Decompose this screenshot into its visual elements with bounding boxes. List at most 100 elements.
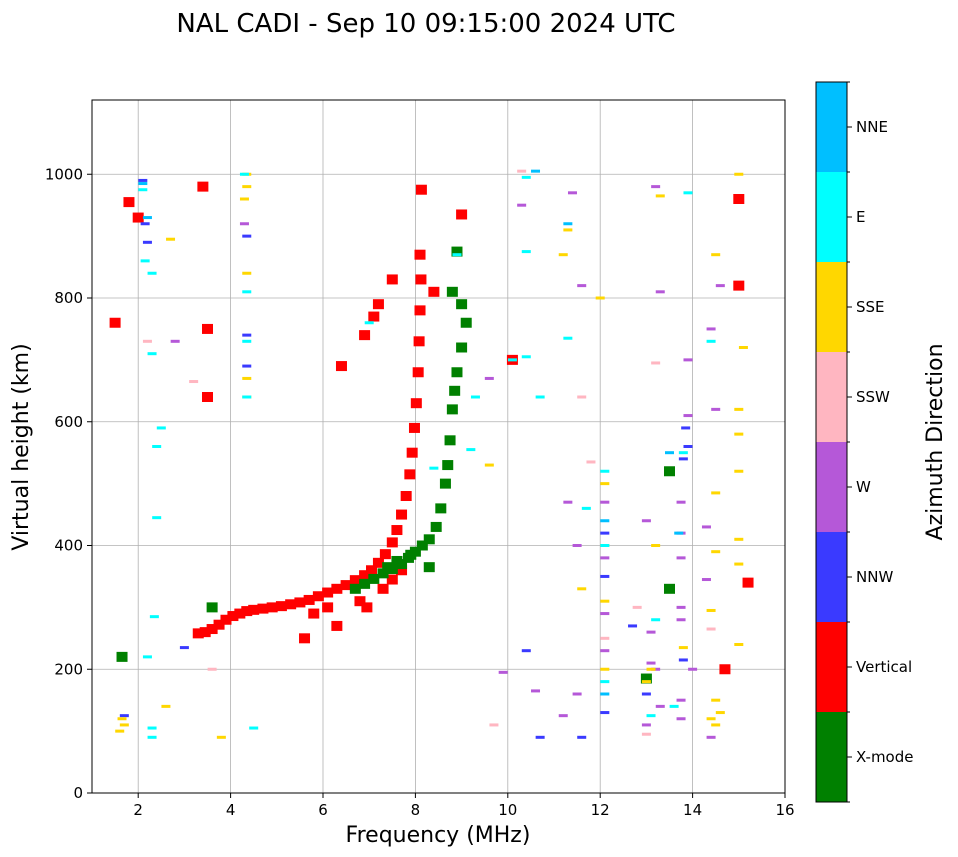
data-point	[577, 735, 587, 739]
data-point	[600, 636, 610, 640]
data-point	[199, 627, 211, 638]
data-point	[386, 537, 398, 548]
data-point	[734, 643, 744, 646]
data-point	[664, 583, 675, 594]
data-point	[706, 627, 716, 631]
data-point	[641, 692, 651, 696]
data-point	[517, 169, 527, 173]
data-point	[701, 525, 711, 529]
colorbar-label: E	[856, 208, 865, 226]
data-point	[366, 565, 378, 576]
data-point	[147, 271, 157, 275]
data-point	[396, 565, 408, 576]
data-point	[742, 577, 754, 588]
data-point	[170, 339, 180, 343]
data-point	[109, 317, 121, 328]
data-point	[414, 249, 426, 260]
data-point	[600, 680, 610, 684]
data-point	[189, 380, 199, 384]
data-point	[676, 556, 686, 560]
data-point	[152, 445, 162, 448]
data-point	[706, 339, 716, 343]
colorbar-title: Azimuth Direction	[923, 343, 948, 540]
y-axis-ticks: 0 200 400 600 800 1000	[45, 165, 92, 802]
data-point	[646, 661, 656, 665]
data-point	[377, 583, 389, 594]
data-point	[535, 395, 545, 399]
data-point	[242, 333, 252, 337]
data-point	[531, 169, 541, 173]
data-point	[678, 646, 688, 650]
data-point	[413, 336, 425, 347]
data-point	[140, 222, 150, 226]
data-point	[202, 323, 213, 334]
data-point	[396, 509, 408, 520]
data-point	[655, 290, 665, 294]
colorbar-segment	[816, 532, 847, 622]
data-point	[415, 184, 427, 195]
data-point	[664, 466, 675, 477]
series-w	[170, 185, 725, 739]
data-point	[567, 191, 577, 195]
data-point	[142, 655, 152, 659]
series-e	[138, 172, 716, 739]
data-point	[734, 432, 744, 436]
data-point	[600, 556, 610, 560]
data-point	[600, 612, 610, 616]
series-sse	[115, 172, 748, 739]
data-point	[558, 714, 568, 718]
data-point	[711, 550, 721, 554]
x-tick-label: 2	[133, 801, 143, 819]
data-point	[242, 185, 252, 189]
data-point	[715, 284, 725, 288]
data-point	[676, 605, 686, 609]
data-point	[640, 673, 652, 684]
data-point	[359, 578, 371, 589]
data-point	[577, 395, 587, 399]
data-point	[248, 604, 260, 615]
data-point	[257, 603, 269, 614]
data-point	[734, 537, 744, 541]
data-point	[416, 540, 428, 551]
data-point	[651, 544, 661, 547]
data-point	[646, 714, 656, 718]
colorbar-label: NNE	[856, 118, 888, 136]
y-tick-label: 400	[54, 537, 83, 555]
colorbar-segment	[816, 622, 847, 712]
data-point	[563, 500, 573, 504]
data-point	[312, 591, 324, 602]
data-point	[676, 698, 686, 702]
y-tick-label: 800	[54, 289, 83, 307]
data-point	[391, 555, 403, 566]
data-point	[115, 729, 125, 733]
grid-lines	[92, 100, 786, 794]
data-point	[674, 531, 684, 535]
data-point	[275, 601, 287, 612]
data-point	[152, 516, 162, 520]
data-point	[665, 451, 674, 455]
data-point	[595, 296, 605, 300]
y-tick-label: 200	[54, 660, 83, 678]
y-tick-label: 1000	[45, 165, 83, 183]
data-point	[179, 646, 189, 650]
data-point	[138, 178, 148, 182]
data-point	[359, 330, 371, 341]
data-point	[406, 447, 418, 458]
data-point	[303, 594, 315, 605]
data-point	[676, 717, 686, 721]
data-point	[206, 602, 218, 613]
data-point	[646, 667, 656, 671]
data-point	[242, 395, 252, 399]
data-point	[405, 549, 417, 560]
series-vertical	[109, 181, 754, 675]
data-point	[683, 414, 693, 418]
data-point	[364, 321, 374, 325]
data-point	[354, 596, 366, 607]
colorbar-label: W	[856, 478, 871, 496]
data-point	[733, 194, 745, 204]
data-point	[632, 605, 642, 609]
data-point	[669, 704, 679, 708]
data-point	[379, 549, 391, 560]
data-point	[161, 704, 171, 708]
